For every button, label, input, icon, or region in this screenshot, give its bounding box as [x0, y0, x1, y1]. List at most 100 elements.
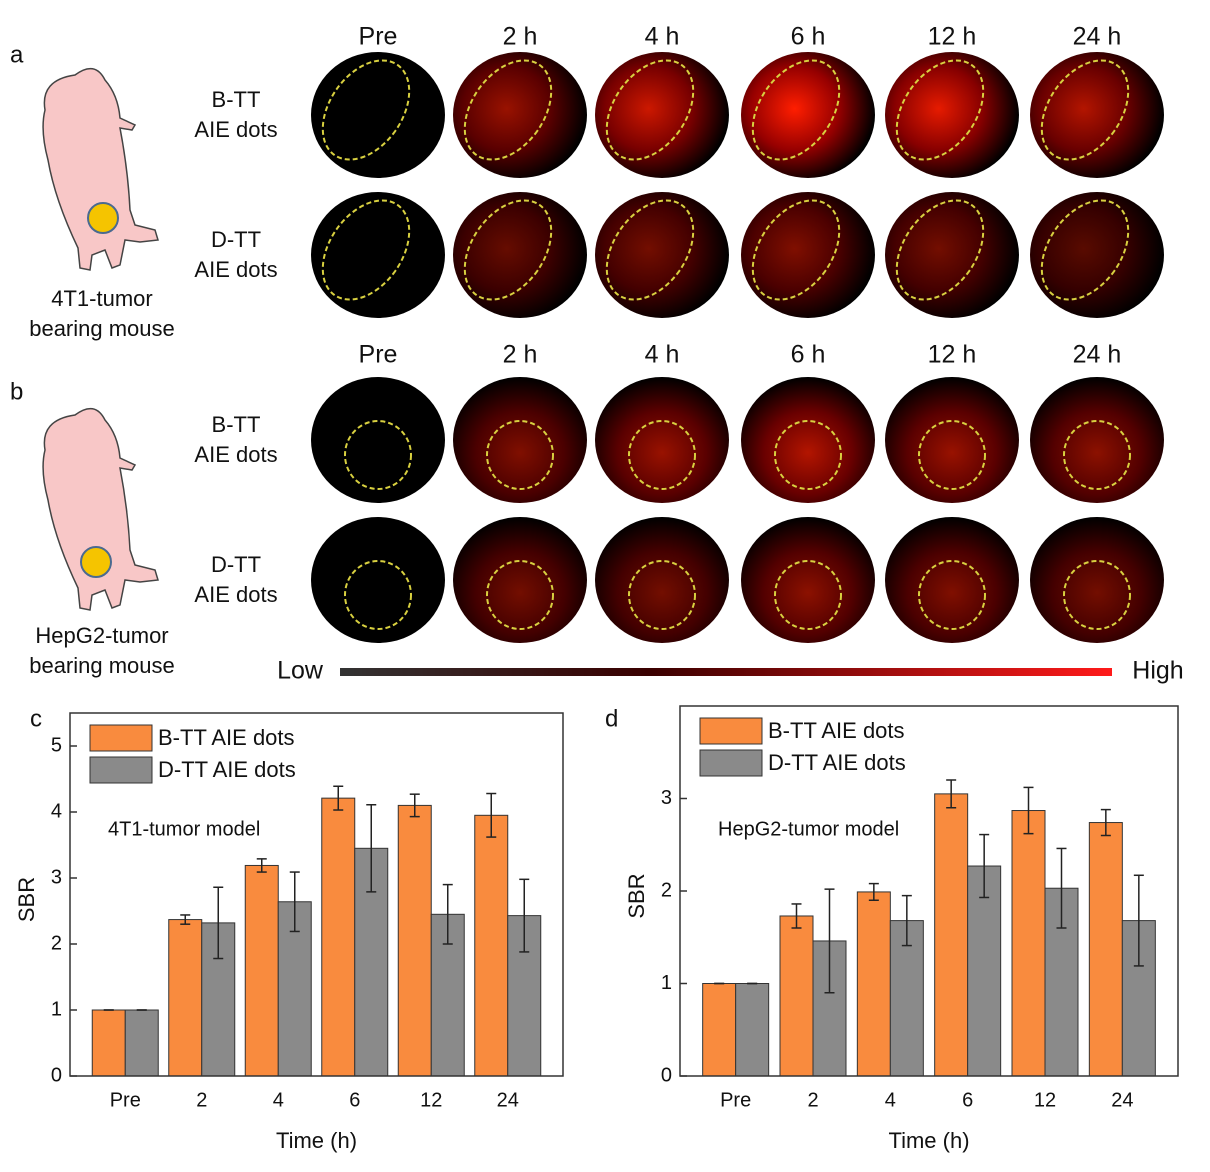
tumor-roi [895, 59, 985, 161]
fluorescence-image [595, 192, 729, 318]
tumor-roi [751, 199, 841, 301]
legend-swatch [89, 724, 153, 752]
bar [812, 940, 847, 1077]
y-tick-label: 5 [51, 734, 62, 756]
caption: HepG2-tumor [35, 623, 168, 648]
panel-label: a [10, 41, 24, 68]
fluorescence-image [453, 52, 587, 178]
tumor-roi [463, 199, 553, 301]
legend-label: B-TT AIE dots [768, 718, 905, 743]
x-axis-label: Time (h) [888, 1128, 969, 1153]
bar [91, 1009, 126, 1077]
fluorescence-image [595, 377, 729, 503]
timepoint-header: 4 h [645, 23, 680, 51]
x-tick-label: 12 [1034, 1089, 1056, 1111]
legend-label: D-TT AIE dots [158, 757, 296, 782]
y-tick-label: 1 [661, 972, 672, 994]
y-tick-label: 2 [51, 932, 62, 954]
tumor-roi [321, 59, 411, 161]
fluorescence-image [1030, 517, 1164, 643]
row-label: B-TT [212, 412, 261, 437]
bar [735, 983, 770, 1077]
annotation: 4T1-tumor model [108, 818, 260, 840]
fluorescence-image [741, 517, 875, 643]
x-axis-label: Time (h) [276, 1128, 357, 1153]
bar [779, 915, 814, 1077]
tumor-roi [605, 199, 695, 301]
timepoint-header: 24 h [1073, 23, 1122, 51]
fluorescence-image [885, 377, 1019, 503]
tumor-roi [463, 59, 553, 161]
caption: 4T1-tumor [51, 286, 152, 311]
fluorescence-image [311, 52, 445, 178]
plot-frame [679, 705, 1179, 1077]
y-tick-label: 4 [51, 800, 62, 822]
y-tick-label: 3 [51, 866, 62, 888]
x-tick-label: 2 [196, 1089, 207, 1111]
row-label: D-TT [211, 552, 261, 577]
timepoint-header: 24 h [1073, 341, 1122, 369]
x-tick-label: 2 [807, 1089, 818, 1111]
tumor-roi [1063, 560, 1131, 630]
row-label: AIE dots [194, 442, 277, 467]
bar [967, 865, 1002, 1077]
row-label: AIE dots [194, 117, 277, 142]
panel-label: b [10, 378, 23, 405]
timepoint-header: 6 h [791, 341, 826, 369]
timepoint-header: 2 h [503, 341, 538, 369]
x-tick-label: 6 [962, 1089, 973, 1111]
bar [1088, 822, 1123, 1077]
y-tick-label: 2 [661, 879, 672, 901]
tumor-roi [918, 420, 986, 490]
fluorescence-image [885, 517, 1019, 643]
x-tick-label: 4 [885, 1089, 896, 1111]
bar [397, 804, 432, 1077]
y-tick-label: 3 [661, 787, 672, 809]
annotation: HepG2-tumor model [718, 818, 899, 840]
fluorescence-image [595, 52, 729, 178]
tumor-roi [1040, 199, 1130, 301]
timepoint-header: 6 h [791, 23, 826, 51]
colorbar [340, 668, 1112, 676]
fluorescence-image [1030, 377, 1164, 503]
tumor-roi [1063, 420, 1131, 490]
legend-swatch [699, 749, 763, 777]
bar [889, 920, 924, 1077]
mouse-icon [42, 407, 159, 611]
tumor-roi [895, 199, 985, 301]
row-label: D-TT [211, 227, 261, 252]
fluorescence-image [741, 377, 875, 503]
x-tick-label: 24 [497, 1089, 519, 1111]
y-tick-label: 1 [51, 998, 62, 1020]
timepoint-header: 12 h [928, 341, 977, 369]
tumor-roi [321, 199, 411, 301]
mouse-icon [42, 67, 159, 271]
fluorescence-image [453, 192, 587, 318]
tumor-roi [774, 420, 842, 490]
timepoint-header: Pre [359, 23, 398, 51]
tumor-roi [605, 59, 695, 161]
timepoint-header: 2 h [503, 23, 538, 51]
tumor-roi [774, 560, 842, 630]
tumor-roi [751, 59, 841, 161]
x-tick-label: Pre [720, 1089, 751, 1111]
fluorescence-image [741, 192, 875, 318]
bar [474, 814, 509, 1077]
y-tick-label: 0 [661, 1064, 672, 1086]
x-tick-label: 24 [1111, 1089, 1133, 1111]
fluorescence-image [311, 377, 445, 503]
y-tick-label: 0 [51, 1064, 62, 1086]
bar [702, 983, 737, 1077]
legend-label: D-TT AIE dots [768, 750, 906, 775]
row-label: AIE dots [194, 257, 277, 282]
tumor-roi [344, 560, 412, 630]
tumor-roi [486, 560, 554, 630]
colorbar-high: High [1132, 657, 1183, 685]
y-axis-label: SBR [14, 877, 39, 922]
timepoint-header: 4 h [645, 341, 680, 369]
colorbar-low: Low [277, 657, 324, 685]
bar [244, 864, 279, 1077]
x-tick-label: 6 [349, 1089, 360, 1111]
